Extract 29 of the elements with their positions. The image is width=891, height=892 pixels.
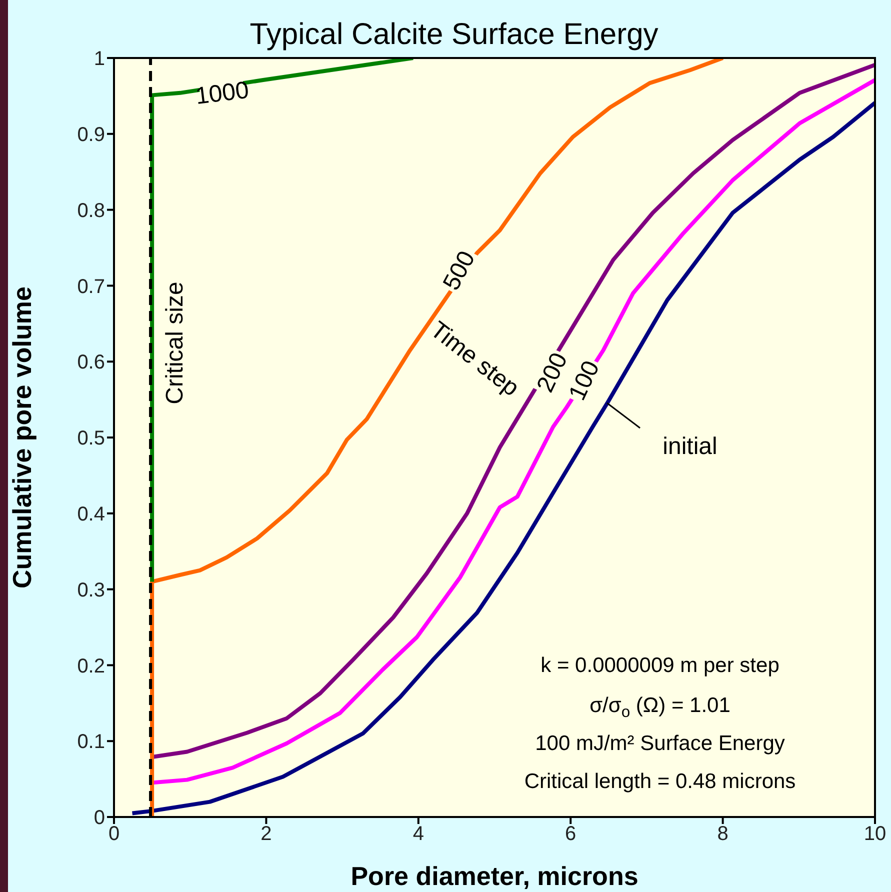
y-tick-label: 0.8 <box>77 200 105 222</box>
x-tick-label: 10 <box>864 823 886 846</box>
y-tick-label: 0.9 <box>77 124 105 146</box>
x-tick-label: 8 <box>717 823 728 846</box>
x-tick-label: 6 <box>565 823 576 846</box>
y-tick-label: 0.5 <box>77 428 105 450</box>
x-tick-label: 0 <box>108 823 120 846</box>
y-tick-label: 0.3 <box>77 579 105 602</box>
line-series <box>150 58 416 584</box>
y-tick-label: 0 <box>94 807 105 830</box>
annotation: σ/σ$_{o}$ (Ω) = 1.01 <box>590 694 730 721</box>
annotation: 100 mJ/m² Surface Energy <box>535 732 786 755</box>
annotation: k = 0.0000009 m per step <box>540 654 780 677</box>
y-tick-label: 0.1 <box>77 731 105 754</box>
text: 1000 <box>194 76 250 110</box>
chart-title: Typical Calcite Surface Energy <box>250 18 658 51</box>
x-tick-label: 2 <box>260 823 272 846</box>
y-tick-label: 0.2 <box>77 655 105 678</box>
annotation: Critical length = 0.48 microns <box>524 770 796 793</box>
y-axis-title: Cumulative pore volume <box>7 286 38 588</box>
text: initial <box>662 433 718 460</box>
text: 500 <box>438 246 481 295</box>
y-tick-label: 0.7 <box>77 276 105 298</box>
x-axis-title: Pore diameter, microns <box>350 861 638 891</box>
x-tick-label: 4 <box>412 823 424 846</box>
y-tick-label: 0.4 <box>77 504 105 526</box>
y-tick-label: 1 <box>94 48 105 70</box>
y-tick-label: 0.6 <box>77 352 105 374</box>
ref-line-label: Critical size <box>162 282 189 404</box>
